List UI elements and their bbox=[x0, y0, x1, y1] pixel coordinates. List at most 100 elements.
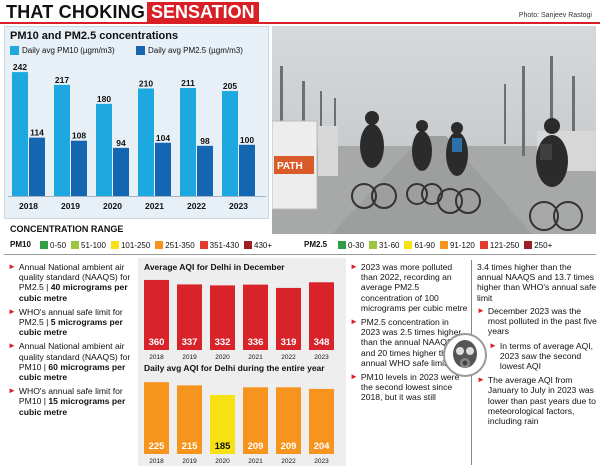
pm10-bar bbox=[222, 91, 238, 196]
pm10-range-item: 101-250 bbox=[110, 239, 151, 251]
aqi-december-year-label: 2018 bbox=[149, 354, 164, 361]
pm25-bar bbox=[71, 140, 87, 196]
aqi-december-bar bbox=[276, 287, 301, 350]
pm10-range-swatch bbox=[244, 241, 253, 249]
pm25-range-item: 250+ bbox=[524, 239, 552, 251]
pm25-range-label: 121-250 bbox=[489, 240, 520, 250]
arrow-icon: ► bbox=[8, 262, 16, 271]
aqi-december-bar bbox=[144, 279, 169, 350]
pm10-range-swatch bbox=[199, 241, 208, 249]
pm10-range-item: 351-430 bbox=[199, 239, 239, 251]
left-note-text: Annual National ambient air quality stan… bbox=[18, 341, 131, 383]
aqi-year-chart: 225 2018 215 2019 185 2020 209 2021 209 2022 204 20… bbox=[144, 382, 334, 465]
left-note-bold-value: 40 micrograms per cubic metre bbox=[18, 282, 128, 303]
pm10-range-label: 430+ bbox=[254, 240, 273, 250]
pm10-range-list: 0-50 51-100 101-250 251-350 351-430 430+ bbox=[40, 239, 300, 251]
aqi-december-value-label: 336 bbox=[248, 337, 264, 348]
middle-note-text: PM2.5 concentration in 2023 was 2.5 time… bbox=[360, 317, 462, 368]
aqi-december-chart: 360 2018 337 2019 332 2020 336 2021 319 2022 348 20… bbox=[144, 279, 334, 361]
pm10-range-label: PM10 bbox=[10, 240, 31, 249]
pm10-range-label: 101-250 bbox=[120, 240, 151, 250]
aqi-year-bar bbox=[177, 385, 202, 454]
right-note-text: In terms of average AQI, 2023 saw the se… bbox=[499, 340, 594, 372]
pm-bar-chart: 242 114 2018 217 108 2019 180 94 2020 210 104 2021 2… bbox=[8, 62, 266, 211]
aqi-december-value-label: 319 bbox=[281, 337, 297, 348]
legend-pm10: Daily avg PM10 (µgm/m3) bbox=[10, 46, 115, 55]
aqi-december-bar bbox=[243, 284, 268, 350]
aqi-december-value-label: 332 bbox=[215, 337, 231, 348]
pm10-range-item: 251-350 bbox=[155, 239, 195, 251]
pm10-value-label: 242 bbox=[13, 62, 27, 72]
left-note-item: ► Annual National ambient air quality sta… bbox=[8, 262, 136, 303]
aqi-year-bar bbox=[276, 387, 301, 454]
pm25-bar bbox=[29, 137, 45, 196]
pm25-range-swatch bbox=[524, 241, 533, 249]
arrow-icon: ► bbox=[350, 262, 358, 271]
pm10-bar bbox=[54, 84, 70, 196]
left-note-bold-value: 60 micrograms per cubic metre bbox=[18, 361, 126, 383]
pm10-value-label: 180 bbox=[97, 94, 111, 104]
legend-label-pm25: Daily avg PM2.5 (µgm/m3) bbox=[148, 46, 243, 55]
aqi-december-year-label: 2022 bbox=[281, 354, 296, 361]
right-note-item: ► December 2023 was the most polluted in … bbox=[477, 306, 597, 337]
aqi-year-bar bbox=[144, 382, 169, 454]
right-note-text: December 2023 was the most polluted in t… bbox=[487, 306, 597, 337]
aqi-december-year-label: 2020 bbox=[215, 354, 230, 361]
pm10-bar bbox=[96, 103, 112, 196]
pm10-range-swatch bbox=[110, 241, 119, 249]
aqi-year-year-label: 2020 bbox=[215, 458, 230, 465]
aqi-december-year-label: 2023 bbox=[314, 354, 329, 361]
pm25-range-label: 0-30 bbox=[348, 240, 365, 250]
aqi-december-value-label: 360 bbox=[149, 337, 165, 348]
middle-notes: ► 2023 was more polluted than 2022, recor… bbox=[350, 262, 468, 407]
aqi-year-value-label: 185 bbox=[215, 441, 232, 452]
pm10-value-label: 217 bbox=[55, 75, 69, 85]
year-tick-label: 2021 bbox=[145, 201, 164, 211]
pm10-range-swatch bbox=[40, 241, 48, 249]
aqi-year-bar bbox=[243, 387, 268, 454]
divider bbox=[4, 254, 596, 255]
concentration-range-title: CONCENTRATION RANGE bbox=[10, 224, 124, 234]
aqi-year-year-label: 2018 bbox=[149, 458, 164, 465]
year-tick-label: 2020 bbox=[103, 201, 122, 211]
middle-note-item: ► PM10 levels in 2023 were the second low… bbox=[350, 372, 468, 403]
pm10-value-label: 205 bbox=[223, 81, 237, 91]
pm25-value-label: 98 bbox=[200, 136, 210, 146]
legend-swatch-pm25 bbox=[136, 46, 145, 55]
aqi-december-year-label: 2021 bbox=[248, 354, 263, 361]
pm25-range-item: 91-120 bbox=[439, 239, 475, 251]
arrow-icon: ► bbox=[489, 340, 497, 350]
aqi-year-value-label: 209 bbox=[281, 441, 297, 452]
pm10-bar bbox=[138, 88, 154, 196]
pm25-range-label: 31-60 bbox=[379, 240, 400, 250]
gas-mask-badge bbox=[443, 333, 487, 377]
aqi-year-year-label: 2023 bbox=[314, 458, 329, 465]
arrow-icon: ► bbox=[350, 317, 358, 327]
arrow-icon: ► bbox=[477, 375, 485, 385]
left-note-text: WHO's annual safe limit for PM10 | 15 mi… bbox=[18, 386, 126, 417]
pm10-value-label: 210 bbox=[139, 78, 153, 88]
pm25-range-list: 0-30 31-60 61-90 91-120 121-250 250+ bbox=[338, 239, 598, 251]
pm10-range-label: 0-50 bbox=[50, 240, 67, 250]
pm25-range-label: 91-120 bbox=[449, 240, 475, 250]
middle-note-item: ► 2023 was more polluted than 2022, recor… bbox=[350, 262, 468, 313]
legend-swatch-pm10 bbox=[10, 46, 19, 55]
left-note-bold-value: 15 micrograms per cubic metre bbox=[18, 396, 126, 417]
middle-note-item: ► PM2.5 concentration in 2023 was 2.5 tim… bbox=[350, 317, 468, 368]
left-note-text: WHO's annual safe limit for PM2.5 | 5 mi… bbox=[18, 306, 123, 338]
pm25-bar bbox=[113, 147, 129, 196]
pm10-range-item: 430+ bbox=[244, 239, 272, 251]
left-note-text: Annual National ambient air quality stan… bbox=[18, 262, 131, 303]
aqi-year-year-label: 2022 bbox=[281, 458, 296, 465]
pm25-range-item: 31-60 bbox=[369, 239, 399, 251]
pm25-value-label: 108 bbox=[72, 131, 86, 141]
aqi-december-year-label: 2019 bbox=[182, 354, 197, 361]
pm25-range-swatch bbox=[439, 241, 448, 249]
pm25-range-label: 250+ bbox=[534, 240, 553, 250]
pm10-range-swatch bbox=[155, 241, 164, 249]
aqi-year-bar bbox=[210, 394, 235, 454]
aqi-year-year-label: 2021 bbox=[248, 458, 263, 465]
pm25-bar bbox=[155, 142, 171, 196]
legend-pm25: Daily avg PM2.5 (µgm/m3) bbox=[136, 46, 243, 55]
pm10-range-label: 251-350 bbox=[165, 240, 195, 250]
